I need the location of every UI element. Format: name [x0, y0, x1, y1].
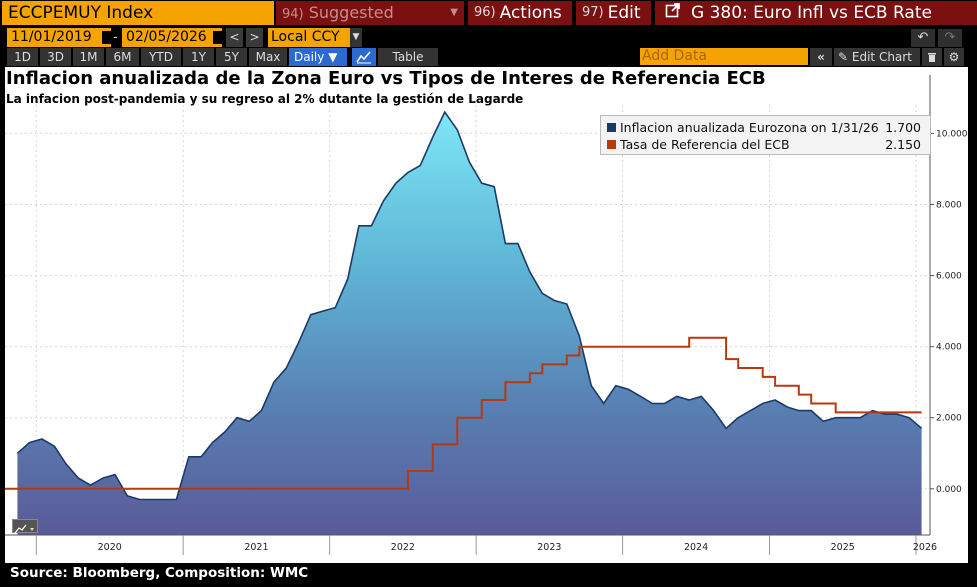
- suggested-charts-menu[interactable]: 94) Suggested Charts ▼: [276, 1, 464, 48]
- legend-label: Inflacion anualizada Eurozona on 1/31/26: [620, 120, 879, 135]
- chart-window-title: G 380: Euro Infl vs ECB Rate: [655, 1, 977, 25]
- legend-swatch: [607, 123, 616, 132]
- external-link-icon[interactable]: [665, 1, 681, 25]
- currency-value: Local CCY: [271, 29, 340, 45]
- edit-chart-label: Edit Chart: [851, 50, 912, 64]
- actions-menu[interactable]: 96) Actions ▼: [468, 1, 584, 25]
- chart-legend: Inflacion anualizada Eurozona on 1/31/26…: [600, 115, 931, 155]
- x-tick-label: 2021: [244, 542, 268, 553]
- edit-number: 97): [582, 5, 604, 20]
- y-tick-label: 10.000: [936, 129, 968, 139]
- y-tick-label: 6.000: [936, 272, 962, 282]
- range-button-5y[interactable]: 5Y: [216, 48, 247, 66]
- date-separator: -: [113, 30, 118, 45]
- y-tick-label: 2.000: [936, 414, 962, 424]
- source-note: Source: Bloomberg, Composition: WMC: [10, 565, 309, 581]
- top-toolbar: ECCPEMUY Index 94) Suggested Charts ▼ 96…: [0, 0, 977, 48]
- chart-subtitle: La infacion post-pandemia y su regreso a…: [6, 92, 524, 106]
- delete-icon[interactable]: [922, 48, 942, 66]
- chart-plot: 10.000 8.000 6.000 4.000 2.000 0.000 2020 2021…: [5, 75, 968, 563]
- legend-label: Tasa de Referencia del ECB: [620, 137, 790, 152]
- pencil-icon: ✎: [838, 50, 849, 64]
- y-tick-label: 4.000: [936, 343, 962, 353]
- legend-swatch: [607, 140, 616, 149]
- legend-item-inflation[interactable]: Inflacion anualizada Eurozona on 1/31/26…: [607, 119, 925, 136]
- gear-icon[interactable]: ⚙: [944, 48, 964, 66]
- start-date-value: 11/01/2019: [11, 29, 92, 45]
- chart-type-menu[interactable]: [12, 519, 38, 534]
- currency-select[interactable]: Local CCY ▼: [268, 28, 362, 47]
- range-button-ytd[interactable]: YTD: [141, 48, 181, 66]
- legend-item-ecb-rate[interactable]: Tasa de Referencia del ECB 2.150: [607, 136, 925, 153]
- x-tick-label: 2020: [98, 542, 122, 553]
- x-tick-label: 2023: [537, 542, 561, 553]
- inflation-area: [17, 112, 922, 535]
- edit-menu[interactable]: 97) Edit ▼: [576, 1, 663, 25]
- previous-period-button[interactable]: <: [226, 28, 243, 47]
- actions-number: 96): [474, 5, 496, 20]
- range-button-1m[interactable]: 1M: [73, 48, 104, 66]
- x-tick-label: 2026: [913, 542, 937, 553]
- edit-chart-button[interactable]: ✎ Edit Chart: [834, 48, 920, 66]
- chart-title: Inflacion anualizada de la Zona Euro vs …: [6, 68, 766, 89]
- redo-icon[interactable]: ↷: [938, 29, 962, 47]
- calendar-icon[interactable]: [102, 31, 111, 44]
- range-button-1y[interactable]: 1Y: [183, 48, 214, 66]
- start-date-field[interactable]: 11/01/2019: [7, 28, 111, 47]
- chevron-down-icon: ▼: [450, 7, 458, 18]
- x-tick-label: 2024: [684, 542, 708, 553]
- y-tick-label: 0.000: [936, 485, 962, 495]
- range-toolbar: 1D 3D 1M 6M YTD 1Y 5Y Max Daily ▼ Table …: [0, 48, 977, 66]
- legend-value: 1.700: [885, 120, 921, 135]
- date-range-bar: 11/01/2019 - 02/05/2026 < > Local CCY ▼ …: [0, 28, 977, 48]
- security-ticker-field[interactable]: ECCPEMUY Index: [2, 1, 274, 25]
- next-period-button[interactable]: >: [246, 28, 263, 47]
- range-button-max[interactable]: Max: [249, 48, 287, 66]
- chevron-down-icon: ▼: [328, 50, 338, 64]
- chart-panel: Inflacion anualizada de la Zona Euro vs …: [5, 67, 968, 563]
- range-button-3d[interactable]: 3D: [40, 48, 71, 66]
- end-date-field[interactable]: 02/05/2026: [122, 28, 222, 47]
- y-tick-label: 8.000: [936, 201, 962, 211]
- edit-label: Edit: [607, 3, 641, 23]
- actions-label: Actions: [499, 3, 562, 23]
- undo-icon[interactable]: ↶: [911, 29, 935, 47]
- chevron-down-icon: ▼: [350, 28, 362, 47]
- x-tick-label: 2022: [391, 542, 415, 553]
- collapse-double-chevron-icon[interactable]: «: [810, 48, 832, 66]
- window-title-text: G 380: Euro Infl vs ECB Rate: [691, 3, 932, 23]
- end-date-value: 02/05/2026: [126, 29, 207, 45]
- range-button-6m[interactable]: 6M: [106, 48, 139, 66]
- ecb-rate-step-line: [5, 336, 922, 490]
- x-tick-label: 2025: [831, 542, 855, 553]
- calendar-icon[interactable]: [213, 31, 222, 44]
- x-axis-band: [5, 535, 968, 563]
- frequency-value: Daily: [294, 50, 325, 64]
- frequency-select[interactable]: Daily ▼: [289, 48, 347, 66]
- footer-bar: [0, 563, 977, 587]
- suggested-charts-number: 94): [282, 7, 304, 22]
- range-button-1d[interactable]: 1D: [7, 48, 38, 66]
- inflation-line: [16, 110, 923, 501]
- line-chart-icon[interactable]: [352, 48, 376, 66]
- legend-value: 2.150: [885, 137, 921, 152]
- table-button[interactable]: Table: [378, 48, 438, 66]
- add-data-input[interactable]: Add Data: [640, 48, 808, 65]
